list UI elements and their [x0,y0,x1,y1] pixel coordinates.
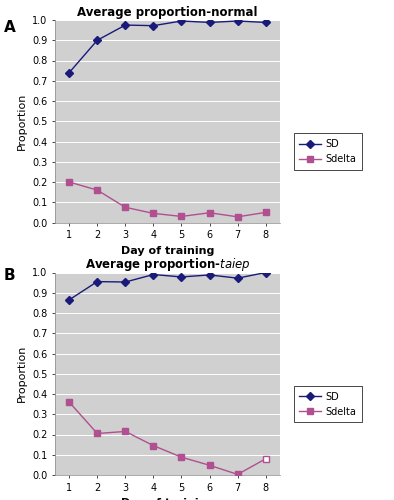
Y-axis label: Proportion: Proportion [17,92,26,150]
Title: Average proportion-$\it{taiep}$: Average proportion-$\it{taiep}$ [85,256,250,272]
Legend: SD, Sdelta: SD, Sdelta [294,134,362,170]
Title: Average proportion-normal: Average proportion-normal [77,6,258,19]
Text: B: B [4,268,16,282]
X-axis label: Day of training: Day of training [121,498,214,500]
Y-axis label: Proportion: Proportion [17,345,26,403]
X-axis label: Day of training: Day of training [121,246,214,256]
Text: A: A [4,20,16,35]
Legend: SD, Sdelta: SD, Sdelta [294,386,362,422]
